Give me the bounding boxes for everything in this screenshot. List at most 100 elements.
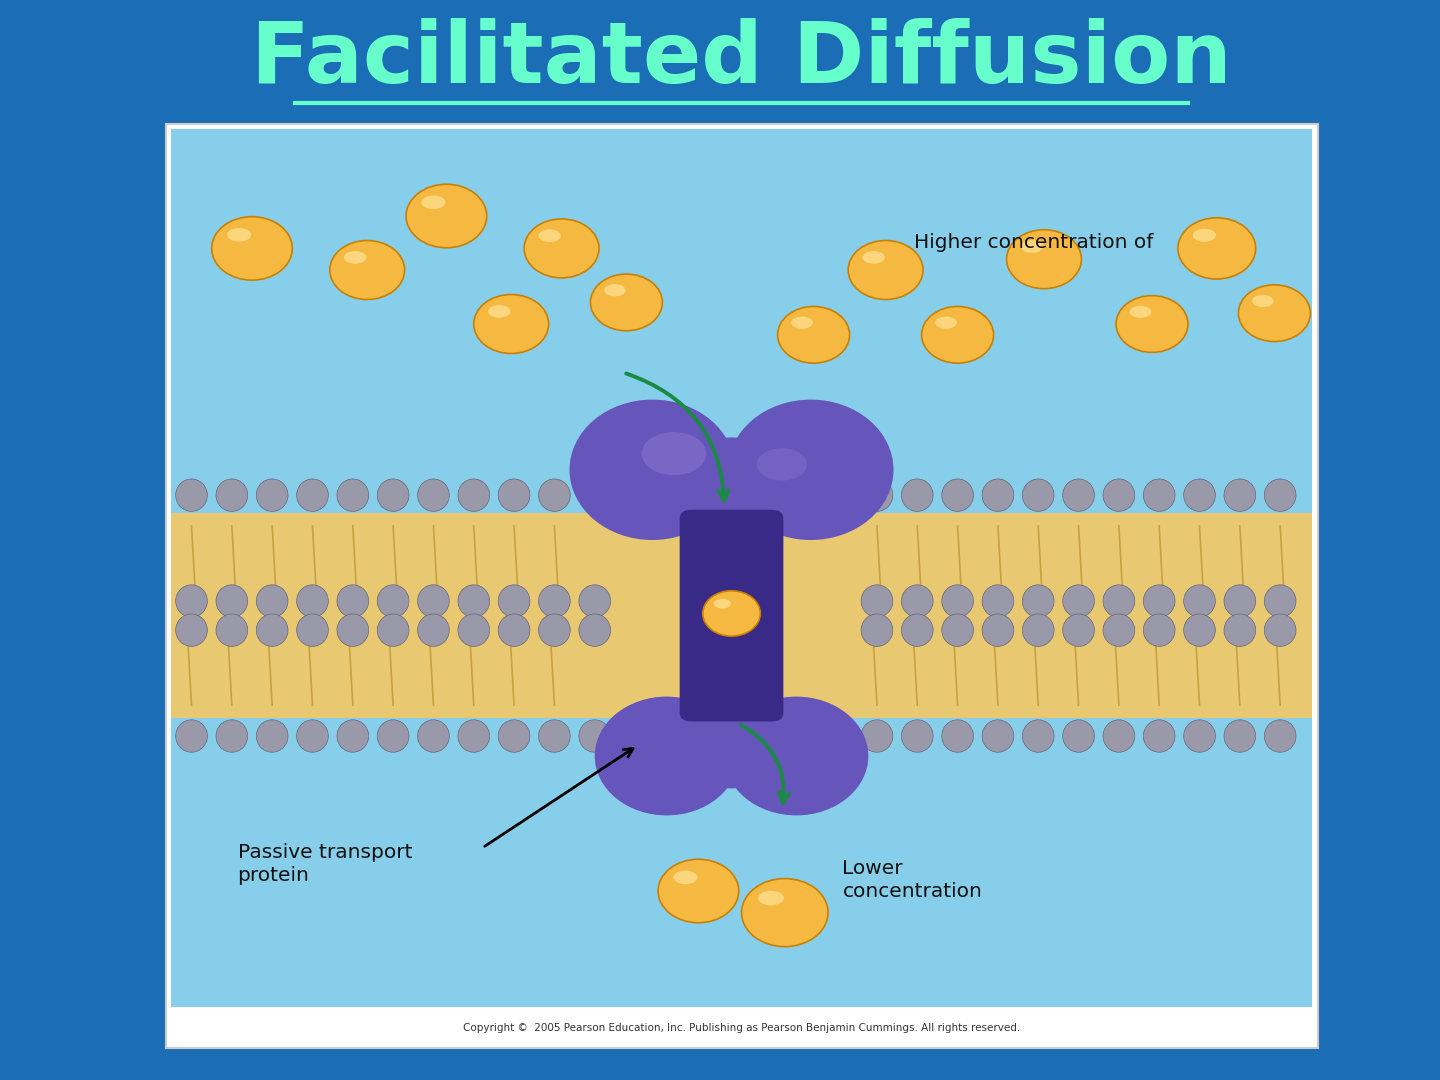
Ellipse shape — [901, 613, 933, 646]
Text: Copyright ©  2005 Pearson Education, Inc. Publishing as Pearson Benjamin Cumming: Copyright © 2005 Pearson Education, Inc.… — [464, 1023, 1020, 1034]
Ellipse shape — [1184, 613, 1215, 646]
Ellipse shape — [212, 217, 292, 280]
Ellipse shape — [176, 613, 207, 646]
Ellipse shape — [458, 613, 490, 646]
Ellipse shape — [337, 613, 369, 646]
Ellipse shape — [422, 195, 445, 210]
FancyBboxPatch shape — [171, 129, 1312, 1007]
Ellipse shape — [579, 613, 611, 646]
Ellipse shape — [1130, 306, 1152, 318]
Ellipse shape — [1103, 584, 1135, 617]
Ellipse shape — [1116, 296, 1188, 352]
Ellipse shape — [216, 613, 248, 646]
Ellipse shape — [861, 480, 893, 512]
Ellipse shape — [674, 870, 697, 885]
Ellipse shape — [1184, 584, 1215, 617]
Ellipse shape — [703, 591, 760, 636]
Ellipse shape — [1103, 719, 1135, 752]
Ellipse shape — [498, 719, 530, 752]
Ellipse shape — [714, 598, 732, 608]
Ellipse shape — [216, 480, 248, 512]
Ellipse shape — [982, 613, 1014, 646]
Ellipse shape — [579, 480, 611, 512]
Ellipse shape — [176, 584, 207, 617]
Ellipse shape — [256, 584, 288, 617]
Ellipse shape — [406, 185, 487, 247]
Ellipse shape — [524, 219, 599, 278]
Ellipse shape — [539, 480, 570, 512]
Ellipse shape — [377, 613, 409, 646]
Ellipse shape — [742, 879, 828, 946]
Ellipse shape — [681, 691, 782, 788]
Ellipse shape — [729, 400, 893, 540]
Ellipse shape — [901, 719, 933, 752]
Ellipse shape — [337, 719, 369, 752]
Ellipse shape — [1253, 295, 1274, 307]
Ellipse shape — [1184, 719, 1215, 752]
Ellipse shape — [344, 251, 366, 264]
Ellipse shape — [176, 719, 207, 752]
Ellipse shape — [1063, 584, 1094, 617]
Ellipse shape — [377, 480, 409, 512]
Ellipse shape — [1143, 613, 1175, 646]
Ellipse shape — [1224, 584, 1256, 617]
Ellipse shape — [256, 613, 288, 646]
Ellipse shape — [1143, 584, 1175, 617]
Ellipse shape — [942, 584, 973, 617]
Ellipse shape — [674, 437, 789, 545]
Ellipse shape — [1022, 480, 1054, 512]
Ellipse shape — [1063, 480, 1094, 512]
Ellipse shape — [418, 613, 449, 646]
Ellipse shape — [590, 274, 662, 330]
Ellipse shape — [942, 719, 973, 752]
FancyBboxPatch shape — [680, 510, 783, 721]
Ellipse shape — [1238, 285, 1310, 341]
Ellipse shape — [297, 584, 328, 617]
Ellipse shape — [1184, 480, 1215, 512]
Ellipse shape — [1022, 613, 1054, 646]
Ellipse shape — [1178, 218, 1256, 279]
Ellipse shape — [498, 480, 530, 512]
Text: Higher concentration of: Higher concentration of — [914, 233, 1153, 253]
Ellipse shape — [1264, 480, 1296, 512]
Ellipse shape — [792, 316, 812, 328]
Ellipse shape — [757, 891, 783, 905]
Ellipse shape — [488, 305, 510, 318]
Ellipse shape — [1143, 480, 1175, 512]
Ellipse shape — [216, 584, 248, 617]
Ellipse shape — [458, 480, 490, 512]
Ellipse shape — [297, 613, 328, 646]
Ellipse shape — [942, 480, 973, 512]
Ellipse shape — [297, 719, 328, 752]
Ellipse shape — [498, 613, 530, 646]
Ellipse shape — [216, 719, 248, 752]
Ellipse shape — [1022, 584, 1054, 617]
Ellipse shape — [458, 719, 490, 752]
Text: Passive transport
protein: Passive transport protein — [238, 842, 412, 886]
Ellipse shape — [418, 719, 449, 752]
Ellipse shape — [1224, 719, 1256, 752]
Ellipse shape — [570, 400, 736, 540]
Ellipse shape — [757, 448, 808, 481]
Ellipse shape — [297, 480, 328, 512]
Text: Facilitated Diffusion: Facilitated Diffusion — [251, 18, 1233, 100]
Ellipse shape — [1264, 613, 1296, 646]
FancyBboxPatch shape — [171, 616, 1312, 718]
Ellipse shape — [1264, 719, 1296, 752]
Ellipse shape — [539, 719, 570, 752]
Ellipse shape — [982, 584, 1014, 617]
Ellipse shape — [1021, 240, 1043, 253]
Ellipse shape — [658, 860, 739, 922]
Ellipse shape — [942, 613, 973, 646]
Ellipse shape — [642, 432, 707, 475]
Ellipse shape — [539, 613, 570, 646]
Ellipse shape — [704, 594, 759, 637]
Ellipse shape — [982, 719, 1014, 752]
Ellipse shape — [861, 719, 893, 752]
Ellipse shape — [605, 284, 625, 296]
Text: Lower
concentration: Lower concentration — [842, 859, 982, 902]
Ellipse shape — [848, 241, 923, 299]
Ellipse shape — [861, 613, 893, 646]
Ellipse shape — [1063, 719, 1094, 752]
Ellipse shape — [377, 584, 409, 617]
